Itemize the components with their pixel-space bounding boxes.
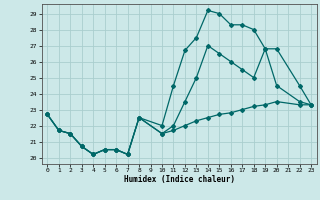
X-axis label: Humidex (Indice chaleur): Humidex (Indice chaleur) <box>124 175 235 184</box>
